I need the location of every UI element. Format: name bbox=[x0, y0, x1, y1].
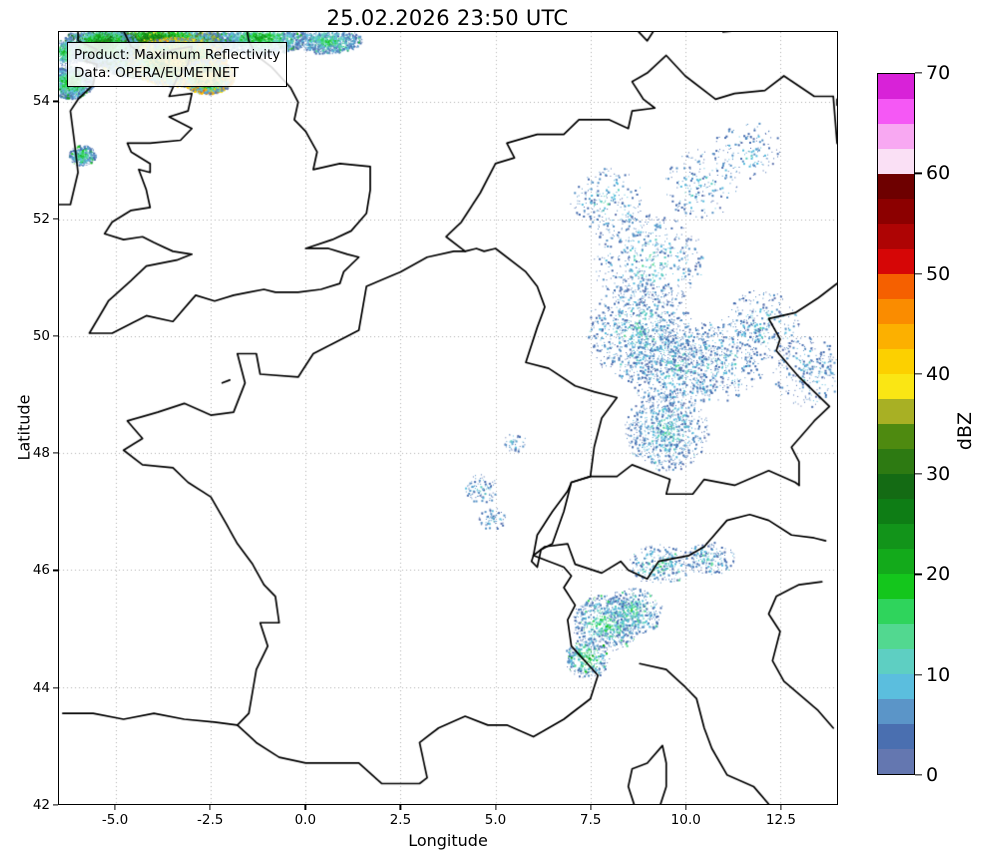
x-tick-mark bbox=[685, 805, 687, 810]
colorbar-band bbox=[878, 649, 914, 674]
colorbar-tick-mark bbox=[915, 674, 922, 676]
colorbar-band bbox=[878, 274, 914, 299]
x-tick-label: -2.5 bbox=[197, 812, 224, 828]
x-tick-label: 5.0 bbox=[484, 812, 507, 828]
y-tick-mark bbox=[53, 100, 58, 102]
colorbar-band bbox=[878, 399, 914, 424]
colorbar-tick-mark bbox=[915, 172, 922, 174]
x-tick-label: 7.5 bbox=[579, 812, 602, 828]
y-tick-label: 54 bbox=[32, 93, 50, 110]
info-box-product: Product: Maximum Reflectivity bbox=[74, 47, 281, 63]
y-tick-mark bbox=[53, 335, 58, 337]
x-tick-mark bbox=[399, 805, 402, 810]
colorbar-tick-label: 50 bbox=[926, 262, 951, 285]
colorbar-tick-label: 60 bbox=[926, 162, 951, 185]
y-tick-label: 50 bbox=[32, 327, 50, 344]
x-tick-mark bbox=[590, 805, 592, 810]
y-tick-label: 48 bbox=[32, 445, 50, 462]
y-tick-label: 44 bbox=[32, 679, 50, 696]
colorbar-band bbox=[878, 574, 914, 599]
colorbar-tick-mark bbox=[915, 272, 922, 275]
x-tick-mark bbox=[780, 805, 782, 810]
info-box-source: Data: OPERA/EUMETNET bbox=[74, 65, 239, 82]
x-tick-mark bbox=[494, 805, 497, 810]
colorbar-band bbox=[878, 724, 914, 749]
x-tick-mark bbox=[304, 805, 306, 810]
colorbar-band bbox=[878, 74, 914, 99]
colorbar-tick-mark bbox=[915, 373, 922, 375]
y-tick-mark bbox=[53, 452, 58, 454]
colorbar-label: dBZ bbox=[954, 411, 976, 451]
colorbar-band bbox=[878, 449, 914, 474]
colorbar-tick-label: 30 bbox=[926, 463, 951, 486]
x-axis-label: Longitude bbox=[408, 831, 488, 850]
colorbar-tick-mark bbox=[915, 774, 922, 776]
colorbar-band bbox=[878, 199, 914, 224]
colorbar-band bbox=[878, 599, 914, 624]
y-tick-mark bbox=[53, 218, 58, 220]
colorbar-band bbox=[878, 249, 914, 274]
coastline-layer bbox=[59, 32, 837, 804]
colorbar-band bbox=[878, 124, 914, 149]
y-tick-mark bbox=[53, 687, 58, 689]
colorbar-tick-label: 10 bbox=[926, 663, 951, 686]
colorbar-tick-mark bbox=[915, 573, 922, 576]
colorbar-band bbox=[878, 524, 914, 549]
colorbar-tick-mark bbox=[915, 473, 922, 475]
colorbar-band bbox=[878, 474, 914, 499]
colorbar-band bbox=[878, 224, 914, 249]
colorbar-tick-mark bbox=[915, 72, 922, 74]
colorbar-band bbox=[878, 674, 914, 699]
colorbar-band bbox=[878, 549, 914, 574]
page-title: 25.02.2026 23:50 UTC bbox=[326, 6, 569, 30]
colorbar-band bbox=[878, 374, 914, 399]
radar-map-axes[interactable] bbox=[58, 31, 838, 805]
x-tick-mark bbox=[114, 805, 116, 810]
info-box: Product: Maximum Reflectivity Data: OPER… bbox=[67, 42, 288, 88]
colorbar-band bbox=[878, 424, 914, 449]
colorbar-band bbox=[878, 699, 914, 724]
colorbar-band bbox=[878, 349, 914, 374]
y-tick-label: 42 bbox=[32, 797, 50, 813]
x-tick-label: 10.0 bbox=[670, 812, 701, 828]
y-tick-label: 46 bbox=[32, 562, 50, 579]
y-tick-mark bbox=[53, 569, 58, 572]
colorbar-band bbox=[878, 149, 914, 174]
y-axis-label: Latitude bbox=[14, 394, 34, 461]
x-tick-label: 12.5 bbox=[765, 812, 796, 828]
colorbar-band bbox=[878, 99, 914, 124]
colorbar-tick-label: 0 bbox=[926, 764, 939, 786]
x-tick-label: 0.0 bbox=[294, 812, 317, 828]
x-tick-label: -5.0 bbox=[101, 812, 129, 828]
colorbar-band bbox=[878, 174, 914, 199]
y-tick-mark bbox=[53, 804, 58, 806]
y-tick-label: 52 bbox=[32, 210, 50, 227]
x-tick-label: 2.5 bbox=[389, 812, 412, 828]
x-tick-mark bbox=[209, 805, 211, 810]
colorbar-tick-label: 40 bbox=[926, 362, 951, 385]
colorbar-band bbox=[878, 624, 914, 649]
colorbar-band bbox=[878, 499, 914, 524]
colorbar-band bbox=[878, 324, 914, 349]
colorbar-tick-label: 20 bbox=[926, 563, 951, 586]
colorbar-band bbox=[878, 299, 914, 324]
colorbar-band bbox=[878, 749, 914, 774]
colorbar[interactable] bbox=[877, 73, 915, 775]
colorbar-tick-label: 70 bbox=[926, 62, 951, 84]
